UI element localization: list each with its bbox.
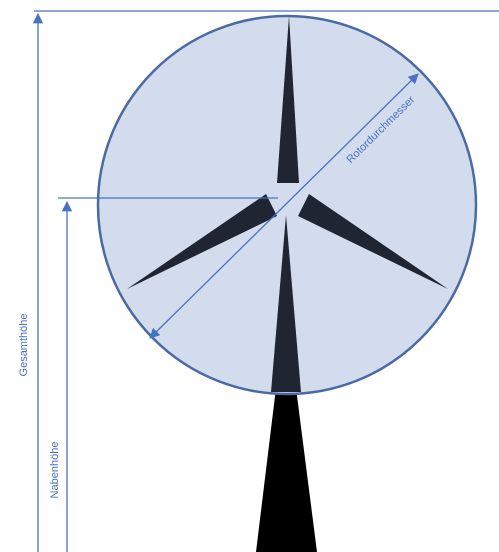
- total-height-label: Gesamthöhe: [18, 314, 30, 377]
- tower: [256, 388, 317, 552]
- rotor-diameter-arrow: [149, 73, 419, 339]
- hub-height-label: Nabenhöhe: [49, 442, 61, 499]
